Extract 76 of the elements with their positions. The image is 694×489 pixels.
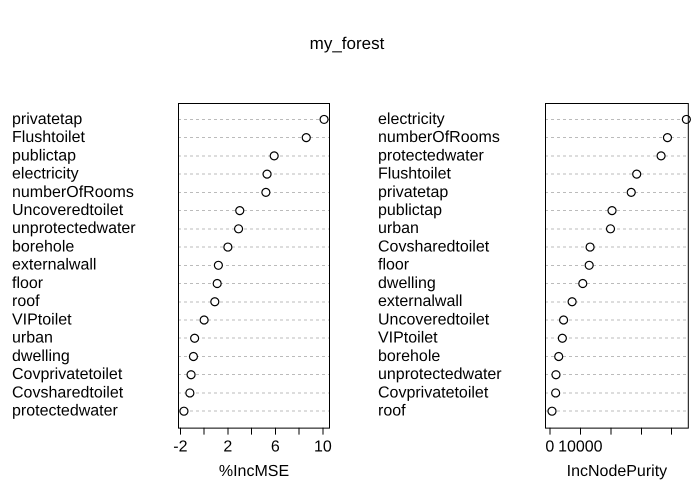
y-tick-label: electricity: [12, 166, 79, 183]
point: [656, 151, 666, 160]
point: [551, 388, 560, 398]
chart-title: my_forest: [308, 34, 386, 54]
point: [223, 242, 232, 252]
y-tick-label: Covsharedtoilet: [378, 238, 490, 256]
point: [200, 315, 209, 325]
y-tick-label: floor: [12, 274, 44, 292]
point: [568, 297, 577, 306]
y-tick-label: borehole: [12, 238, 74, 256]
point: [558, 315, 568, 325]
y-tick-label: unprotectedwater: [12, 220, 136, 238]
point: [558, 334, 567, 343]
point: [190, 334, 200, 343]
x-axis-title: %IncMSE: [218, 462, 290, 480]
y-tick-label: VIPtoilet: [12, 311, 72, 328]
y-tick-label: Uncoveredtoilet: [12, 202, 124, 219]
x-tick-label: 10: [314, 438, 332, 456]
point: [606, 224, 616, 234]
y-tick-label: Flushtoilet: [12, 129, 86, 146]
y-tick-label: borehole: [378, 348, 440, 365]
y-tick-label: externalwall: [12, 256, 96, 274]
y-tick-label: electricity: [378, 110, 445, 128]
y-tick-label: protectedwater: [378, 147, 485, 164]
x-axis-title: IncNodePurity: [566, 462, 668, 480]
point: [261, 188, 270, 197]
point: [662, 133, 672, 142]
point: [578, 278, 588, 288]
y-tick-label: Flushtoilet: [378, 166, 452, 183]
point: [210, 297, 220, 306]
point: [188, 352, 198, 362]
point: [214, 260, 223, 270]
y-tick-label: roof: [12, 293, 40, 310]
point: [179, 406, 189, 416]
y-tick-label: Covprivatetoilet: [12, 366, 123, 384]
point: [270, 151, 279, 160]
y-tick-label: floor: [378, 256, 410, 274]
point: [584, 260, 594, 270]
point: [262, 170, 272, 179]
x-tick-label: 2: [223, 438, 232, 456]
y-tick-label: privatetap: [378, 184, 448, 201]
y-tick-label: publictap: [378, 202, 442, 219]
point: [319, 114, 329, 124]
point: [235, 206, 244, 216]
point: [554, 352, 564, 362]
y-tick-label: numberOfRooms: [12, 184, 134, 201]
x-tick-label: 10000: [558, 438, 603, 456]
y-tick-label: Uncoveredtoilet: [378, 311, 490, 328]
point: [302, 133, 311, 142]
y-tick-label: VIPtoilet: [378, 330, 438, 347]
y-tick-label: dwelling: [12, 348, 70, 365]
x-tick-label: 0: [545, 438, 554, 456]
point: [551, 370, 561, 380]
y-tick-label: unprotectedwater: [378, 366, 502, 384]
point: [234, 224, 244, 234]
point: [626, 188, 636, 197]
y-tick-label: externalwall: [378, 293, 462, 310]
point: [607, 206, 617, 216]
y-tick-label: urban: [12, 330, 53, 347]
x-tick-label: -2: [173, 438, 188, 456]
y-tick-label: urban: [378, 220, 419, 238]
y-tick-label: numberOfRooms: [378, 129, 500, 146]
y-tick-label: roof: [378, 402, 406, 420]
x-tick-label: 6: [270, 438, 280, 456]
y-tick-label: privatetap: [12, 110, 82, 128]
y-tick-label: dwelling: [378, 274, 436, 292]
y-tick-label: Covsharedtoilet: [12, 384, 124, 402]
point: [632, 170, 642, 179]
point: [185, 388, 194, 398]
point: [547, 406, 557, 416]
point: [212, 278, 222, 288]
y-tick-label: protectedwater: [12, 402, 119, 420]
y-tick-label: Covprivatetoilet: [378, 384, 489, 402]
point: [186, 370, 196, 380]
y-tick-label: publictap: [12, 147, 76, 164]
point: [585, 242, 595, 252]
